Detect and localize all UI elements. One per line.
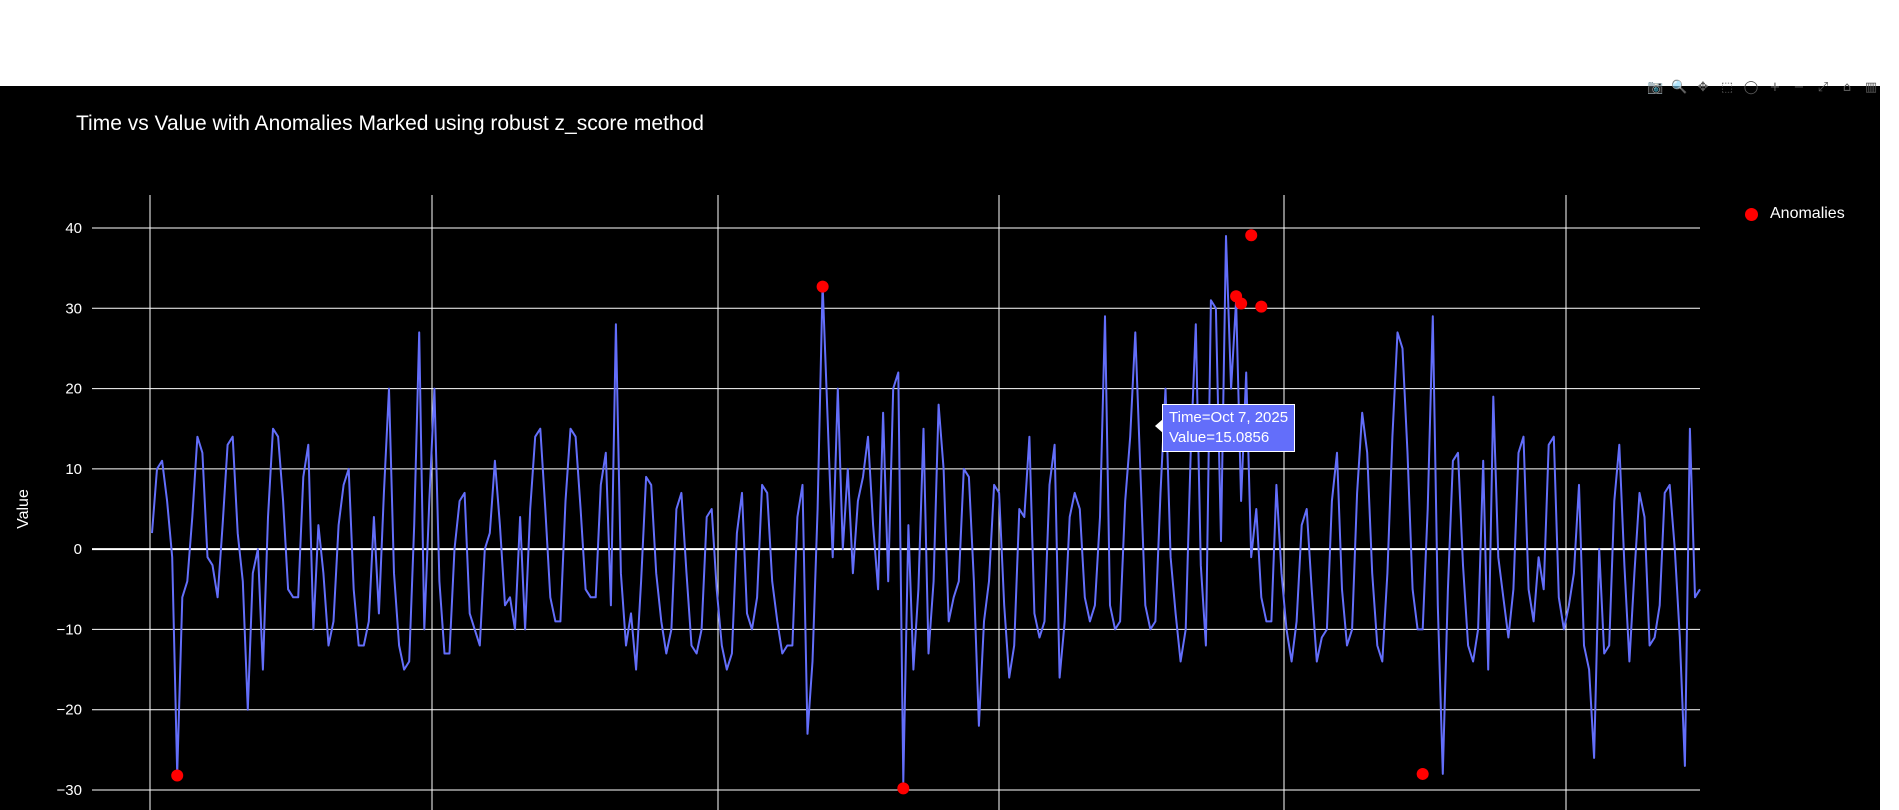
chart-title: Time vs Value with Anomalies Marked usin…	[76, 112, 704, 135]
y-tick-label-5: −10	[57, 621, 82, 638]
y-tick-label-6: −20	[57, 702, 82, 719]
anomaly-point-6	[1255, 300, 1268, 313]
plotly-logo-icon[interactable]: ▥	[1864, 80, 1878, 95]
legend-item-anomalies[interactable]: Anomalies	[1745, 205, 1845, 223]
hover-tooltip: Time=Oct 7, 2025 Value=15.0856	[1154, 404, 1296, 452]
y-tick-label-7: −30	[57, 782, 82, 799]
anomaly-point-1	[816, 280, 829, 293]
home-icon[interactable]: ⌂	[1842, 80, 1852, 95]
zoom-icon[interactable]: 🔍	[1671, 80, 1688, 95]
box-select-icon[interactable]: ⬚	[1720, 80, 1734, 95]
tooltip-time: Time=Oct 7, 2025	[1169, 409, 1289, 426]
y-tick-label-3: 10	[65, 461, 82, 478]
zoom-out-icon[interactable]: −	[1793, 80, 1805, 95]
pan-icon[interactable]: ✥	[1697, 80, 1709, 95]
y-tick-label-1: 30	[65, 300, 82, 317]
series-line	[151, 235, 1701, 783]
y-tick-label-4: 0	[74, 541, 82, 558]
anomaly-point-4	[1235, 297, 1248, 310]
camera-icon[interactable]: 📷	[1647, 80, 1664, 95]
y-tick-label-0: 40	[65, 220, 82, 237]
legend-label: Anomalies	[1770, 205, 1845, 222]
modebar: 📷 🔍 ✥ ⬚ ◯ + − ⤢ ⌂ ▥	[1647, 80, 1879, 96]
anomaly-point-5	[1245, 229, 1258, 242]
zoom-in-icon[interactable]: +	[1769, 80, 1781, 95]
y-tick-label-2: 20	[65, 381, 82, 398]
tooltip-value: Value=15.0856	[1169, 429, 1270, 446]
anomaly-marker-icon	[1745, 207, 1758, 221]
lasso-icon[interactable]: ◯	[1743, 80, 1759, 95]
plot-background	[0, 86, 1880, 810]
anomaly-point-2	[897, 782, 910, 795]
autoscale-icon[interactable]: ⤢	[1817, 80, 1829, 95]
anomaly-point-7	[1416, 767, 1429, 780]
anomaly-point-0	[171, 769, 184, 782]
